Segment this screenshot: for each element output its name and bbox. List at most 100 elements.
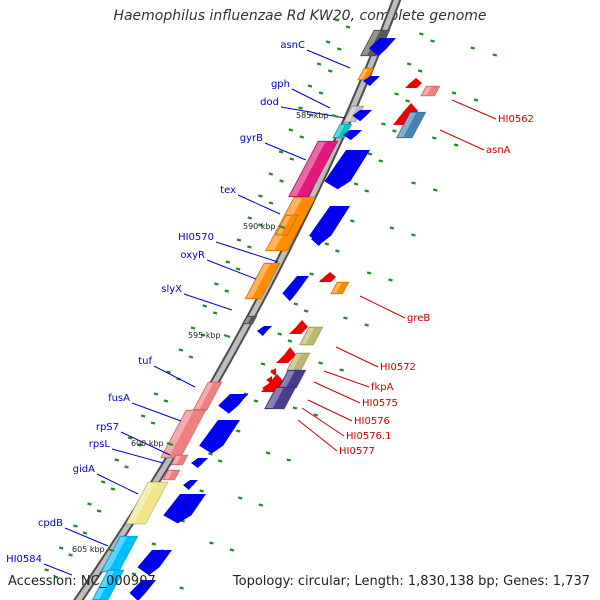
tick-mark — [137, 443, 143, 447]
gene-label-rpsl: rpsL — [89, 439, 111, 450]
tick-mark — [151, 542, 157, 546]
tick-mark — [190, 326, 196, 330]
tick-mark — [366, 271, 372, 275]
leader-line — [306, 49, 351, 69]
tick-mark — [258, 503, 264, 507]
tick-mark — [277, 332, 282, 336]
accession-text: Accession: NC_000907 — [8, 574, 156, 589]
leader-line — [43, 563, 73, 576]
tick-mark — [53, 575, 59, 579]
scale-label-595-kbp: 595 kbp — [188, 331, 221, 340]
scale-tick — [107, 547, 115, 553]
gene-label-fkpa: fkpA — [371, 382, 394, 393]
gene-block-hi0562 — [420, 85, 441, 97]
gene-arrow-fusa — [199, 420, 240, 454]
gene-arrow-fkpa — [276, 347, 296, 363]
tick-mark — [367, 152, 373, 156]
tick-mark — [451, 91, 457, 95]
tick-mark — [350, 219, 355, 223]
leader-line — [313, 381, 361, 404]
leader-line — [307, 399, 353, 422]
tick-mark — [258, 194, 263, 198]
scale-tick — [331, 113, 339, 119]
tick-mark — [309, 272, 314, 276]
tick-mark — [188, 355, 194, 359]
gene-label-hi0570: HI0570 — [178, 232, 214, 243]
tick-mark — [287, 339, 293, 343]
leader-line — [297, 419, 338, 452]
gene-block-oxyr — [244, 262, 281, 300]
tick-mark — [247, 245, 252, 249]
gene-label-slyx: slyX — [161, 284, 182, 295]
tick-mark — [140, 414, 146, 418]
tick-mark — [278, 150, 284, 154]
backbone — [73, 0, 402, 600]
gene-label-hi0575: HI0575 — [362, 398, 398, 409]
tick-mark — [96, 509, 102, 513]
tick-mark — [73, 524, 78, 528]
tick-mark — [433, 188, 438, 192]
tick-mark — [258, 223, 263, 227]
tick-mark — [309, 113, 314, 117]
tick-mark — [110, 487, 116, 491]
tick-mark — [325, 40, 331, 44]
tick-mark — [236, 238, 242, 242]
tick-mark — [406, 62, 412, 66]
tick-mark — [217, 459, 223, 463]
leader-line — [64, 527, 109, 547]
gene-arrow-slyx — [257, 326, 272, 336]
tick-mark — [260, 362, 266, 366]
tick-mark — [247, 216, 253, 220]
scale-label-590-kbp: 590 kbp — [243, 222, 276, 231]
tick-mark — [100, 480, 106, 484]
leader-line — [215, 241, 279, 263]
tick-mark — [237, 496, 243, 500]
tick-mark — [392, 129, 397, 133]
gene-block-gida — [125, 481, 169, 525]
gene-arrow-hi0576-1-part — [266, 376, 272, 384]
gene-arrow-gida — [163, 494, 206, 524]
scale-tick — [278, 224, 286, 230]
leader-line — [120, 431, 171, 456]
tick-mark — [473, 98, 479, 102]
gene-label-dod: dod — [260, 97, 279, 108]
tick-mark — [235, 267, 241, 271]
gene-arrow-rps7 — [191, 458, 208, 468]
tick-mark — [150, 421, 156, 425]
tick-mark — [453, 143, 459, 147]
gene-label-gyrb: gyrB — [240, 133, 263, 144]
tick-mark — [339, 368, 344, 372]
tick-mark — [389, 226, 395, 230]
leader-line — [206, 259, 257, 280]
tick-mark — [343, 316, 348, 320]
tick-mark — [214, 282, 219, 286]
gene-label-oxyr: oxyR — [180, 250, 205, 261]
tick-mark — [307, 84, 313, 88]
gene-arrow-reverse-0 — [405, 78, 422, 88]
leader-line — [264, 142, 307, 161]
tick-mark — [286, 458, 292, 462]
scale-label-600-kbp: 600 kbp — [131, 439, 164, 448]
tick-mark — [265, 451, 271, 455]
tick-mark — [432, 136, 437, 140]
gene-arrow-hi0576-1-part — [270, 368, 276, 376]
tick-mark — [318, 361, 323, 365]
tick-mark — [44, 568, 49, 572]
tick-mark — [337, 47, 342, 51]
tick-mark — [236, 429, 241, 433]
backbone-outline — [73, 0, 402, 600]
gene-arrow-asnc — [368, 38, 396, 57]
tick-mark — [364, 189, 370, 193]
gene-label-hi0572: HI0572 — [380, 362, 416, 373]
tick-mark — [87, 502, 92, 506]
gene-arrow-forward-3 — [343, 130, 362, 140]
tick-mark — [289, 157, 295, 161]
leader-line — [183, 293, 233, 311]
gene-arrow-hi0570 — [311, 232, 332, 246]
scale-label-585-kbp: 585 kbp — [296, 111, 329, 120]
tick-mark — [303, 309, 309, 313]
gene-block-asna — [395, 111, 427, 139]
tick-mark — [299, 135, 305, 139]
gene-arrow-gph — [363, 76, 380, 86]
tick-mark — [292, 406, 298, 410]
